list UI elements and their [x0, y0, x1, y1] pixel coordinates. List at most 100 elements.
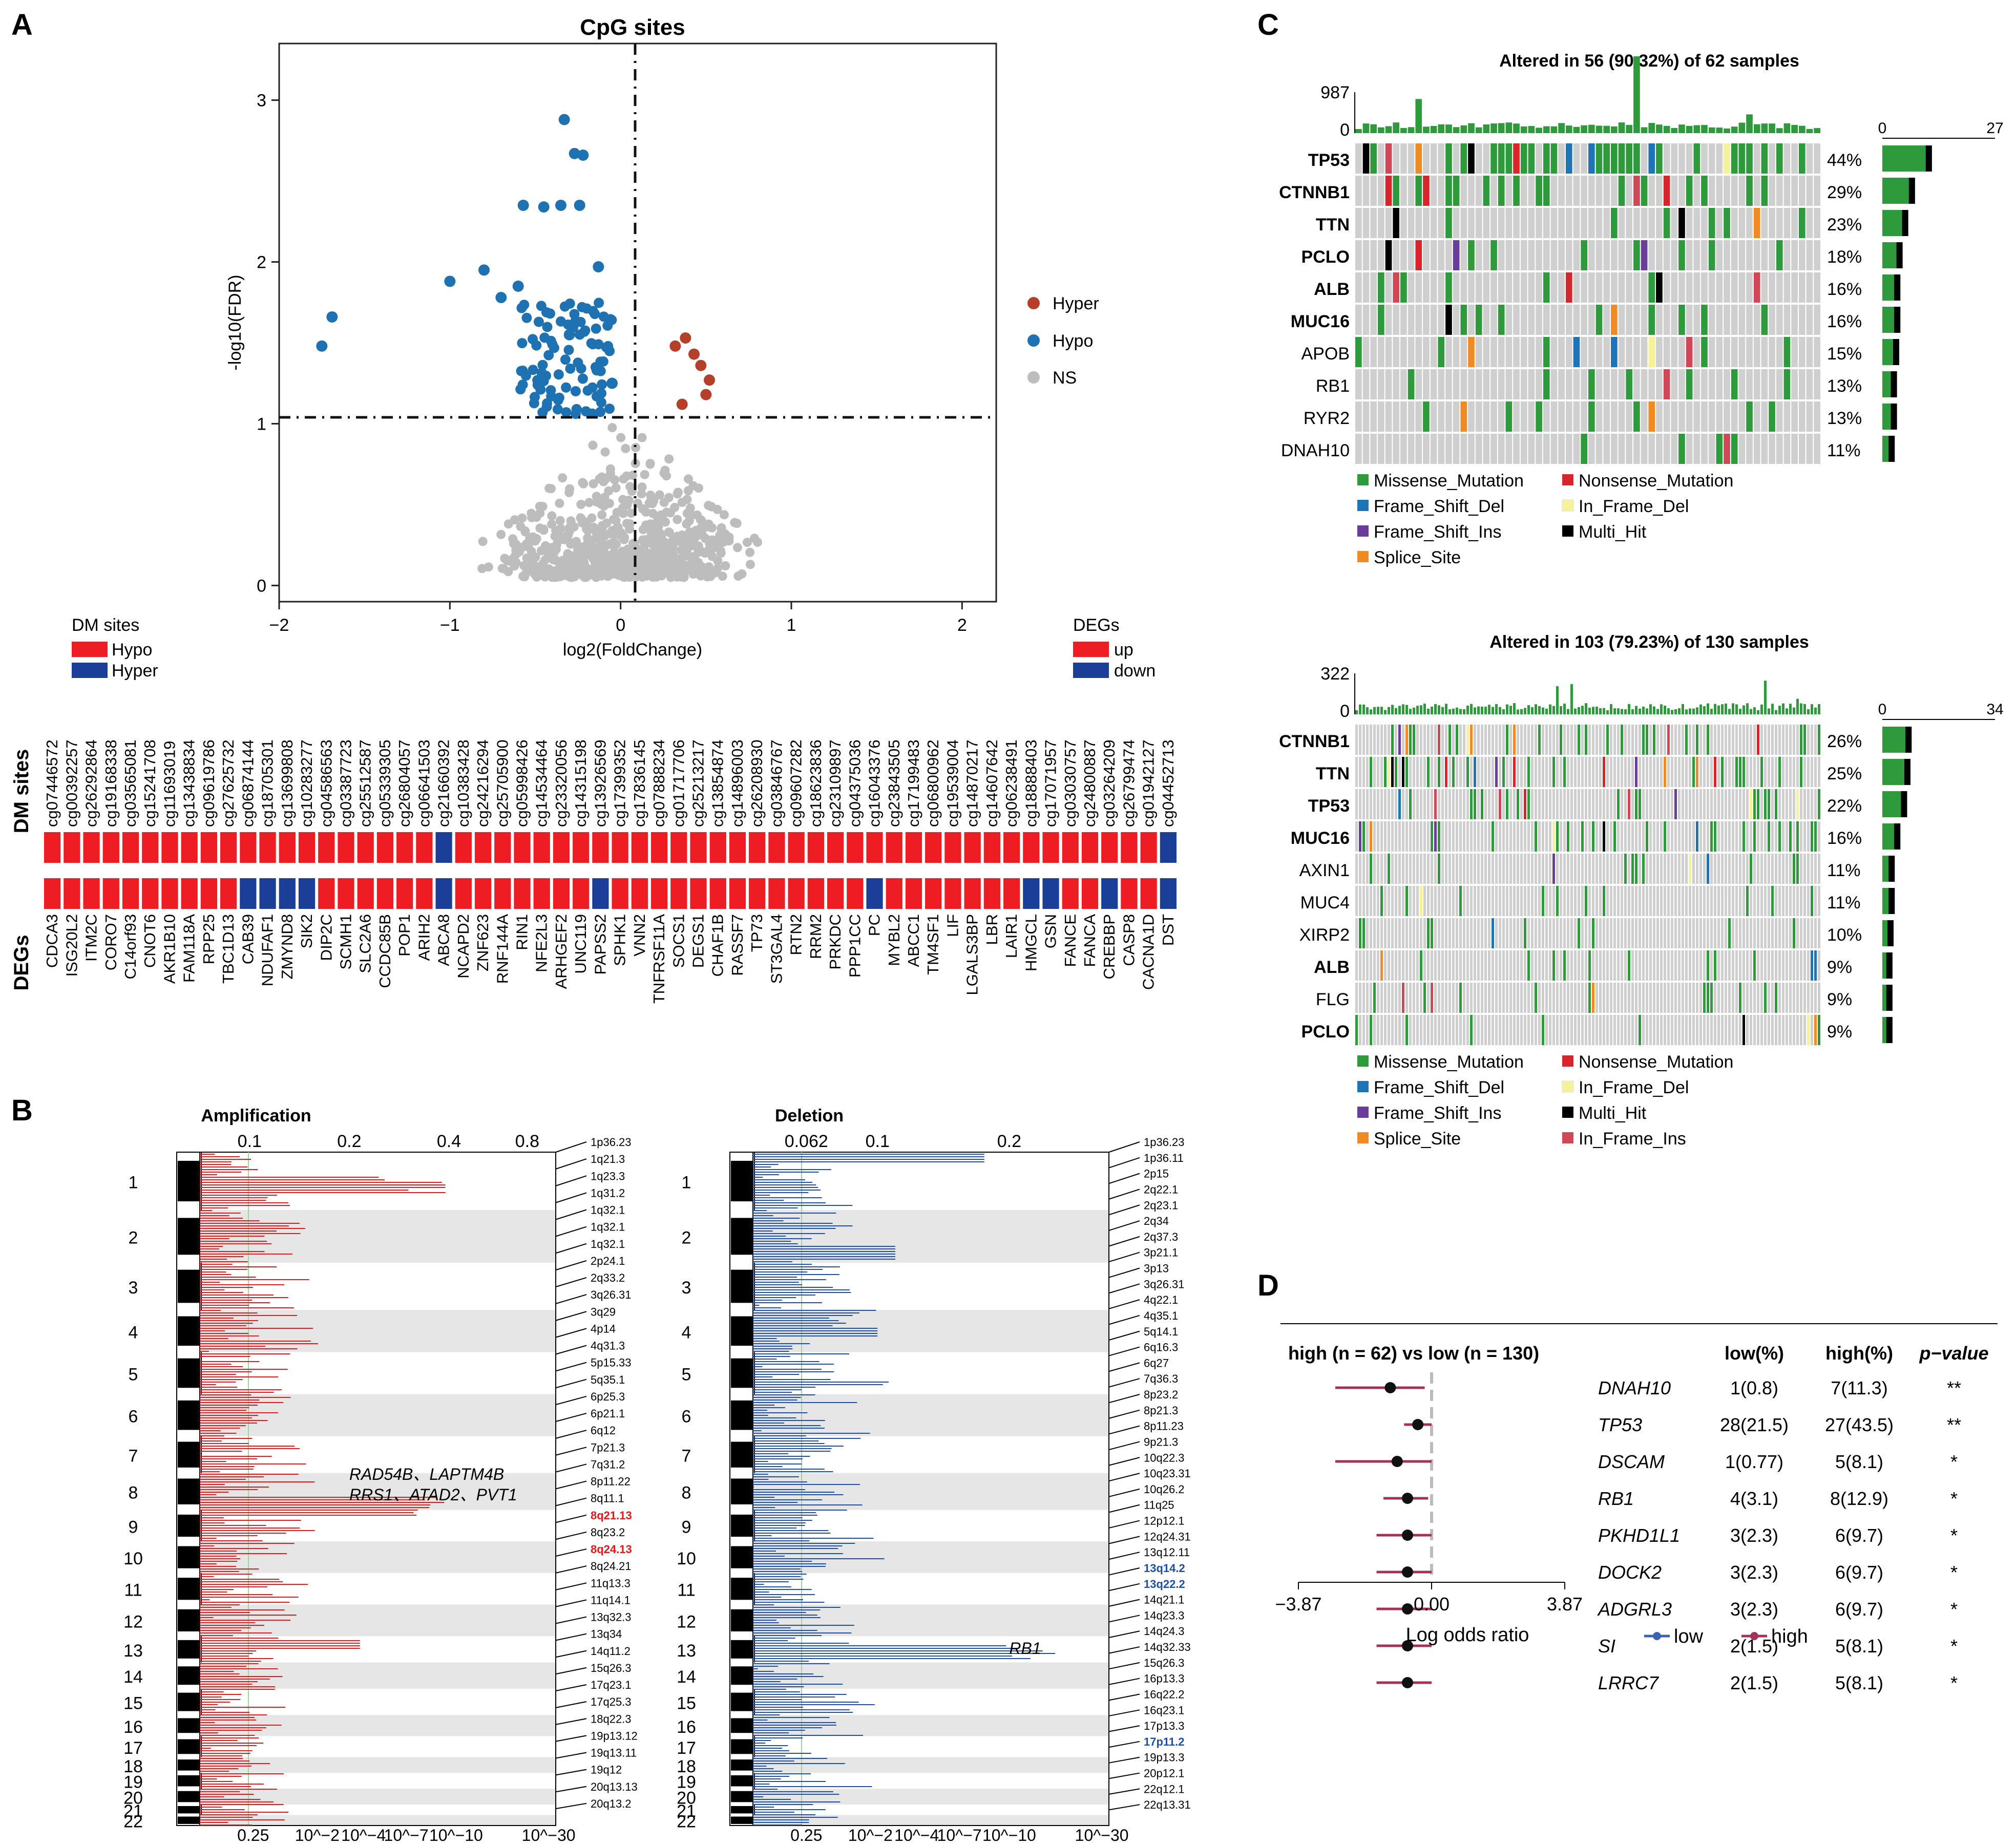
deg-cell — [866, 878, 883, 909]
tmb-bar — [1490, 123, 1497, 133]
onco-cell — [1613, 950, 1616, 981]
onco-cell — [1570, 950, 1573, 981]
cytoband-leader — [1108, 1441, 1140, 1451]
onco-cell — [1415, 240, 1422, 270]
onco-cell — [1588, 1015, 1591, 1045]
onco-cell — [1413, 789, 1415, 819]
dm-cell — [612, 832, 628, 863]
onco-cell — [1506, 725, 1508, 755]
chrom-band — [753, 1394, 1109, 1436]
onco-cell — [1434, 950, 1437, 981]
onco-cell — [1685, 757, 1688, 787]
onco-freq-bar-multi — [1901, 791, 1907, 817]
onco-cell — [1738, 208, 1746, 238]
onco-cell — [1484, 854, 1487, 884]
onco-cell — [1543, 434, 1550, 464]
onco-cell — [1370, 305, 1377, 335]
onco-cell — [1667, 854, 1670, 884]
tmb-bar — [1635, 706, 1637, 714]
onco-cell — [1565, 401, 1572, 432]
onco-cell — [1563, 886, 1566, 916]
tmb-bar — [1552, 706, 1555, 714]
onco-cell — [1492, 821, 1494, 852]
onco-cell — [1639, 789, 1641, 819]
onco-cell — [1535, 1015, 1537, 1045]
onco-cell — [1498, 337, 1505, 367]
cytoband-label: 6q12 — [591, 1424, 616, 1437]
ns-point — [536, 567, 545, 577]
ns-point — [696, 523, 706, 533]
onco-cell — [1721, 886, 1724, 916]
onco-cell — [1753, 854, 1756, 884]
onco-cell — [1595, 208, 1603, 238]
onco-cell — [1456, 757, 1458, 787]
onco-cell — [1558, 272, 1565, 303]
deg-gene-label: CDCA3 — [43, 914, 61, 968]
onco-cell — [1653, 918, 1655, 948]
onco-cell — [1771, 950, 1774, 981]
onco-cell — [1581, 983, 1584, 1013]
onco-cell — [1674, 854, 1677, 884]
onco-cell — [1803, 950, 1806, 981]
onco-cell — [1814, 854, 1817, 884]
onco-cell — [1370, 983, 1372, 1013]
onco-cell — [1453, 208, 1460, 238]
onco-cell — [1431, 983, 1433, 1013]
onco-cell — [1746, 789, 1749, 819]
onco-cell — [1528, 272, 1535, 303]
onco-cell — [1757, 821, 1759, 852]
onco-cell — [1570, 886, 1573, 916]
onco-cell — [1528, 176, 1535, 206]
tmb-bar — [1373, 707, 1376, 714]
onco-cell — [1764, 757, 1767, 787]
onco-cell — [1667, 886, 1670, 916]
forest-gene: LRRC7 — [1598, 1672, 1660, 1693]
dm-site-label: cg19539004 — [943, 739, 961, 827]
amp-title: Amplification — [201, 1106, 311, 1126]
onco-cell — [1656, 337, 1663, 367]
onco-cell — [1610, 1015, 1612, 1045]
onco-cell — [1818, 757, 1820, 787]
onco-cell — [1492, 886, 1494, 916]
onco-cell — [1648, 143, 1655, 174]
tmb-bar — [1746, 703, 1749, 714]
onco-cell — [1453, 143, 1460, 174]
onco-cell — [1738, 143, 1746, 174]
onco-cell — [1814, 176, 1820, 206]
dm-site-label: cg25512587 — [356, 739, 374, 827]
ns-point — [637, 433, 647, 442]
onco-cell — [1366, 918, 1369, 948]
chrom-label: 19 — [123, 1773, 143, 1792]
onco-cell — [1427, 950, 1430, 981]
onco-cell — [1531, 983, 1534, 1013]
onco-cell — [1746, 757, 1749, 787]
onco-cell — [1556, 983, 1559, 1013]
onco-cell — [1682, 789, 1684, 819]
ns-point — [618, 495, 628, 504]
onco-cell — [1438, 305, 1445, 335]
tmb-bar — [1595, 125, 1603, 133]
onco-cell — [1617, 950, 1620, 981]
onco-pct-label: 13% — [1827, 409, 1862, 428]
onco-cell — [1513, 1015, 1516, 1045]
deg-gene-label: ST3GAL4 — [767, 914, 785, 984]
onco-cell — [1786, 757, 1788, 787]
dm-cell — [690, 832, 707, 863]
onco-cell — [1806, 369, 1813, 399]
tmb-bar — [1753, 707, 1756, 714]
onco-cell — [1484, 789, 1487, 819]
cytoband-label: 16q23.1 — [1144, 1704, 1185, 1716]
onco-cell — [1498, 240, 1505, 270]
onco-cell — [1459, 821, 1462, 852]
cytoband-label: 5q35.1 — [591, 1373, 625, 1386]
onco-cell — [1430, 240, 1437, 270]
onco-cell — [1735, 821, 1738, 852]
onco-cell — [1738, 337, 1746, 367]
onco-cell — [1502, 725, 1505, 755]
onco-cell — [1377, 886, 1379, 916]
onco-cell — [1362, 918, 1365, 948]
onco-cell — [1565, 240, 1572, 270]
onco-cell — [1707, 789, 1709, 819]
onco-cell — [1415, 272, 1422, 303]
onco-cell — [1708, 143, 1715, 174]
